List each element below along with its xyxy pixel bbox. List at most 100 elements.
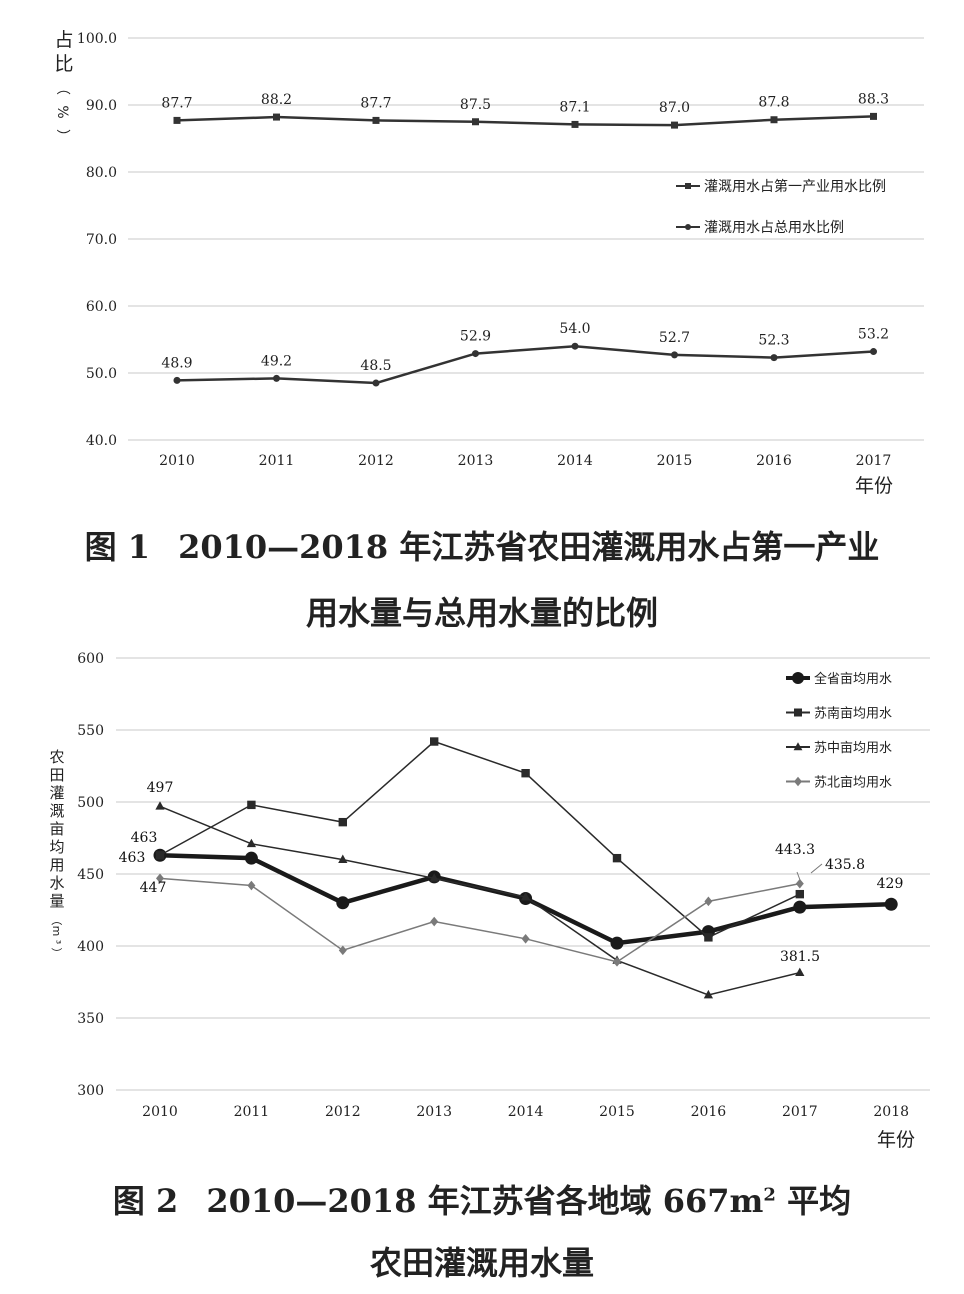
data-point [671,351,678,359]
y-tick-label: 40.0 [86,433,117,449]
data-label: 87.7 [161,95,192,111]
figure-1-caption-line-1: 图 1 2010—2018 年江苏省农田灌溉用水占第一产业 [0,522,964,568]
x-tick-label: 2013 [416,1104,452,1120]
data-label: 48.5 [360,358,391,374]
data-point [273,113,280,121]
x-tick-label: 2014 [557,453,593,469]
series-line [176,344,874,385]
y-axis-label-char: ³ [50,940,63,944]
data-point [246,838,257,848]
data-point [703,989,714,999]
x-tick-label: 2018 [873,1104,909,1120]
legend-label: 苏中亩均用水 [814,740,892,756]
chart-2-gridlines [116,657,930,1091]
x-tick-label: 2010 [142,1104,178,1120]
data-point [704,896,713,907]
data-point [244,851,258,865]
figure-2-label: 图 2 [112,1182,179,1220]
data-point [429,873,439,882]
y-axis-label-char: 灌 [49,784,64,802]
data-point [155,851,165,860]
data-point [795,967,805,976]
chart-2-y-ticks: 600 550 500 450 400 350 300 [77,651,104,1099]
callout-line [796,871,801,881]
data-label: 88.3 [858,91,889,107]
data-label: 463 [119,850,146,866]
x-tick-label: 2011 [259,453,295,469]
data-point [273,374,280,382]
data-point [870,348,877,356]
x-tick-label: 2017 [856,453,892,469]
data-label: 87.5 [460,97,491,113]
y-tick-label: 100.0 [77,31,117,47]
y-axis-label-char: 溉 [49,802,64,820]
data-point [338,817,347,827]
y-tick-label: 60.0 [86,299,117,315]
x-tick-label: 2012 [325,1104,361,1120]
chart-1-y-ticks: 100.0 90.0 80.0 70.0 60.0 50.0 40.0 [77,31,117,449]
data-point [472,350,479,358]
chart-1-x-axis-label: 年份 [855,475,893,497]
data-label: 447 [140,880,167,896]
figure-2-title-suffix: 平均 [775,1182,852,1220]
y-tick-label: 500 [77,795,104,811]
data-point [521,934,530,944]
chart-1-x-ticks: 2010 2011 2012 2013 2014 2015 2016 2017 [159,453,891,469]
data-point [372,116,380,124]
data-point [430,916,439,927]
legend-label: 苏北亩均用水 [814,775,892,791]
legend-label: 全省亩均用水 [814,671,892,687]
series-line [159,877,800,963]
series-line [159,805,800,996]
data-point [521,769,530,778]
y-tick-label: 80.0 [86,165,117,181]
legend-label: 灌溉用水占总用水比例 [704,220,844,236]
series-line [159,740,801,939]
y-tick-label: 350 [77,1011,104,1027]
data-point [610,936,624,950]
y-axis-label-char: 田 [49,766,64,784]
figure-2-title-prefix: 2010—2018 年江苏省各地域 667m [206,1182,764,1220]
y-axis-label-char: 占 [54,29,73,51]
legend-label: 灌溉用水占第一产业用水比例 [704,178,886,195]
data-point [704,933,713,942]
y-axis-label-char: （ [50,915,63,926]
data-point [520,892,531,901]
legend-marker [792,672,804,684]
chart-1-y-axis-label: 占比 （% ） [54,29,74,143]
data-label: 88.2 [261,92,292,108]
data-point [870,112,877,120]
y-axis-label-char: 比 [54,53,73,75]
data-point [336,896,350,910]
chart-1-irrigation-ratio: 100.090.080.070.060.050.040.0 2010 2011 20… [54,29,924,497]
data-label: 87.0 [659,100,690,116]
data-point [338,945,347,956]
chart-1-series [173,112,877,387]
data-point [372,379,380,387]
y-axis-label-char: 量 [49,892,64,910]
data-point [795,878,804,889]
series-line [176,115,874,127]
callout-line [810,863,823,874]
data-point [793,900,807,914]
data-label: 52.3 [758,333,789,349]
data-label: 87.7 [360,95,391,111]
data-label: 443.3 [775,842,815,858]
data-label: 429 [877,876,904,892]
x-tick-label: 2010 [159,453,195,469]
data-label: 463 [131,830,158,846]
data-label: 53.2 [858,327,889,343]
data-point [795,889,804,899]
y-tick-label: 70.0 [86,232,117,248]
data-label: 52.9 [460,329,491,345]
legend-marker [794,776,802,787]
data-point [612,853,622,863]
chart-2-series [153,737,898,999]
legend-marker [685,183,691,189]
data-label: 52.7 [659,330,690,346]
data-point [173,116,181,124]
data-point [430,737,439,746]
